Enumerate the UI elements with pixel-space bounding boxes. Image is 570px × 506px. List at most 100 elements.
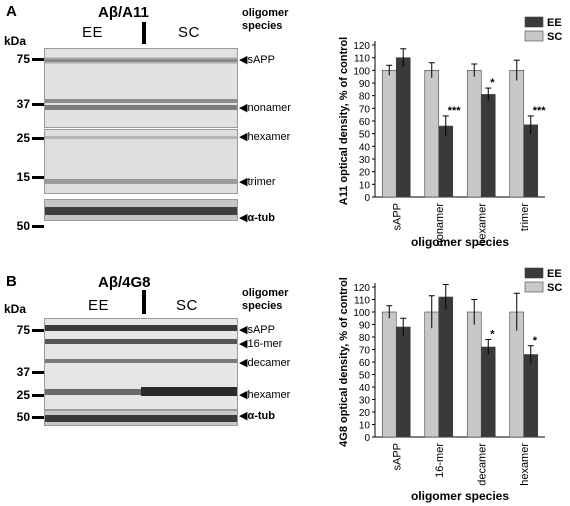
bar-ee (480, 94, 496, 198)
x-axis-label: oligomer species (411, 489, 509, 503)
legend-swatch-sc (524, 281, 544, 293)
bar-sc (381, 311, 397, 438)
bar-ee (523, 124, 539, 198)
significance-marker: *** (448, 105, 462, 117)
panel-a-group-divider (142, 22, 146, 44)
panel-a-kda-label: kDa (4, 34, 27, 48)
x-tick-label: hexamer (476, 203, 488, 246)
panel-a-band-label: ◀sAPP (239, 54, 275, 66)
bar-ee (480, 346, 496, 438)
y-axis-label: A11 optical density, % of control (338, 37, 350, 206)
bar-ee (395, 57, 411, 198)
x-tick-label: sAPP (391, 443, 403, 471)
y-tick-label: 50 (359, 130, 371, 141)
panel-b-band-label: ◀decamer (239, 357, 291, 369)
x-tick-label: hexamer (519, 443, 531, 486)
significance-marker: * (490, 329, 495, 341)
panel-b-mw-75: 75 (16, 323, 30, 337)
panel-a-mw-37: 37 (16, 97, 30, 111)
panel-a-mw-15: 15 (16, 170, 30, 184)
bar-sc (509, 70, 525, 198)
significance-marker: *** (533, 105, 547, 117)
y-tick-label: 70 (359, 104, 371, 115)
panel-b-band-label: ◀hexamer (239, 389, 291, 401)
bar-sc (424, 311, 440, 438)
x-tick-label: decamer (476, 443, 488, 486)
x-tick-label: sAPP (391, 203, 403, 231)
y-tick-label: 90 (359, 321, 371, 332)
legend-swatch-ee (524, 267, 544, 279)
y-tick-label: 0 (364, 193, 370, 204)
panel-b-mw-37: 37 (16, 365, 30, 379)
panel-b-group-divider (142, 290, 146, 314)
y-tick-label: 10 (359, 180, 371, 191)
panel-a-mw-tick (32, 103, 44, 106)
panel-b-blot-title: Aβ/4G8 (98, 274, 151, 291)
panel-b-mw-tick (32, 371, 44, 374)
y-tick-label: 110 (354, 54, 370, 65)
bar-sc (466, 311, 482, 438)
significance-marker: * (490, 77, 495, 89)
panel-b-band-label: ◀16-mer (239, 338, 283, 350)
panel-a-mw-75: 75 (16, 52, 30, 66)
y-tick-label: 110 (354, 296, 370, 307)
y-tick-label: 100 (353, 308, 370, 319)
y-tick-label: 50 (359, 371, 371, 382)
panel-b-mw-25: 25 (16, 388, 30, 402)
x-tick-label: nonamer (434, 203, 446, 247)
panel-a-mw-25: 25 (16, 131, 30, 145)
x-axis-label: oligomer species (411, 235, 509, 249)
y-tick-label: 120 (353, 283, 370, 294)
x-tick-label: trimer (519, 203, 531, 231)
y-tick-label: 30 (359, 155, 371, 166)
y-tick-label: 70 (359, 346, 371, 357)
panel-b-letter: B (6, 273, 17, 290)
bar-sc (424, 70, 440, 198)
y-tick-label: 80 (359, 92, 371, 103)
panel-a-blot-title: Aβ/A11 (98, 4, 149, 21)
panel-a-group-ee: EE (82, 24, 104, 41)
legend-label-sc: SC (547, 282, 562, 294)
bar-ee (438, 125, 454, 198)
panel-b-band-label: ◀α-tub (239, 410, 275, 422)
panel-a-blot-middle (44, 129, 238, 194)
panel-a-band-label: ◀α-tub (239, 212, 275, 224)
panel-b-band-label: ◀sAPP (239, 324, 275, 336)
legend-label-ee: EE (547, 268, 562, 280)
panel-a-band-label: ◀trimer (239, 176, 276, 188)
bar-sc (381, 70, 397, 198)
x-tick-label: 16-mer (434, 443, 446, 478)
bar-ee (395, 326, 411, 438)
panel-a-mw-tick (32, 58, 44, 61)
panel-a-blot-tubulin (44, 199, 238, 221)
y-tick-label: 40 (359, 383, 371, 394)
panel-b-mw-tick (32, 329, 44, 332)
y-tick-label: 20 (359, 408, 371, 419)
y-tick-label: 80 (359, 333, 371, 344)
bar-ee (523, 354, 539, 438)
panel-b-oligomer-header: oligomer species (242, 287, 289, 312)
legend-swatch-ee (524, 16, 544, 28)
panel-a-band-label: ◀nonamer (239, 102, 291, 114)
y-tick-label: 40 (359, 142, 371, 153)
legend-label-sc: SC (547, 31, 562, 43)
panel-b-mw-tick (32, 416, 44, 419)
panel-a-oligomer-header: oligomer species (242, 7, 289, 32)
y-tick-label: 10 (359, 421, 371, 432)
y-tick-label: 60 (359, 358, 371, 369)
panel-b-group-sc: SC (176, 297, 198, 314)
y-tick-label: 30 (359, 396, 371, 407)
panel-b-blot-main (44, 318, 238, 410)
panel-a-band-label: ◀hexamer (239, 131, 291, 143)
y-tick-label: 90 (359, 79, 371, 90)
panel-a-mw-50: 50 (16, 219, 30, 233)
y-tick-label: 60 (359, 117, 371, 128)
y-tick-label: 0 (364, 433, 370, 444)
panel-a-mw-tick (32, 176, 44, 179)
panel-b-kda-label: kDa (4, 302, 27, 316)
panel-b-blot-tubulin (44, 410, 238, 426)
panel-a-mw-tick (32, 225, 44, 228)
legend-label-ee: EE (547, 17, 562, 29)
panel-b-mw-tick (32, 394, 44, 397)
y-tick-label: 100 (353, 66, 370, 77)
